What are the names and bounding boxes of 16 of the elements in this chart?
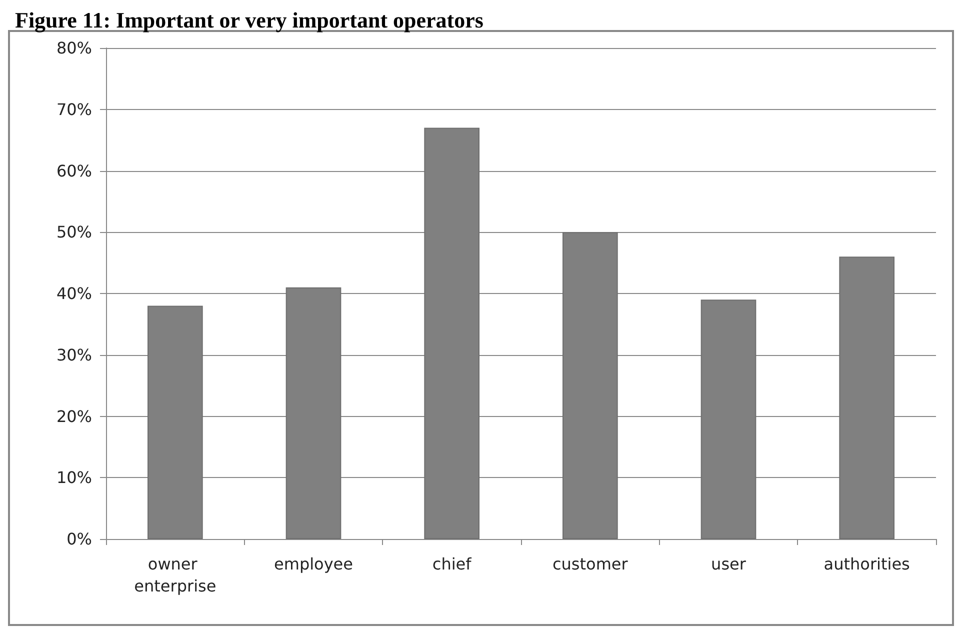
y-tick-label: 40% [56, 284, 92, 303]
y-tick-label: 30% [56, 345, 92, 364]
x-tick-label: chief [432, 554, 472, 574]
x-tick-label: user [711, 554, 746, 574]
x-tick-label: owner enterprise [134, 554, 216, 596]
y-tick-label: 10% [56, 468, 92, 488]
x-tick-label: customer [552, 554, 628, 574]
y-tick-label: 20% [56, 406, 92, 426]
y-tick-label: 50% [56, 222, 92, 242]
x-tick-label: authorities [824, 554, 910, 574]
y-tick-label: 60% [56, 161, 92, 180]
y-tick-label: 70% [56, 100, 92, 119]
y-tick-label: 0% [66, 530, 92, 548]
x-tick-label: employee [274, 554, 353, 574]
y-tick-label: 80% [56, 38, 92, 58]
chart-title: Figure 11: Important or very important operators [15, 8, 484, 32]
